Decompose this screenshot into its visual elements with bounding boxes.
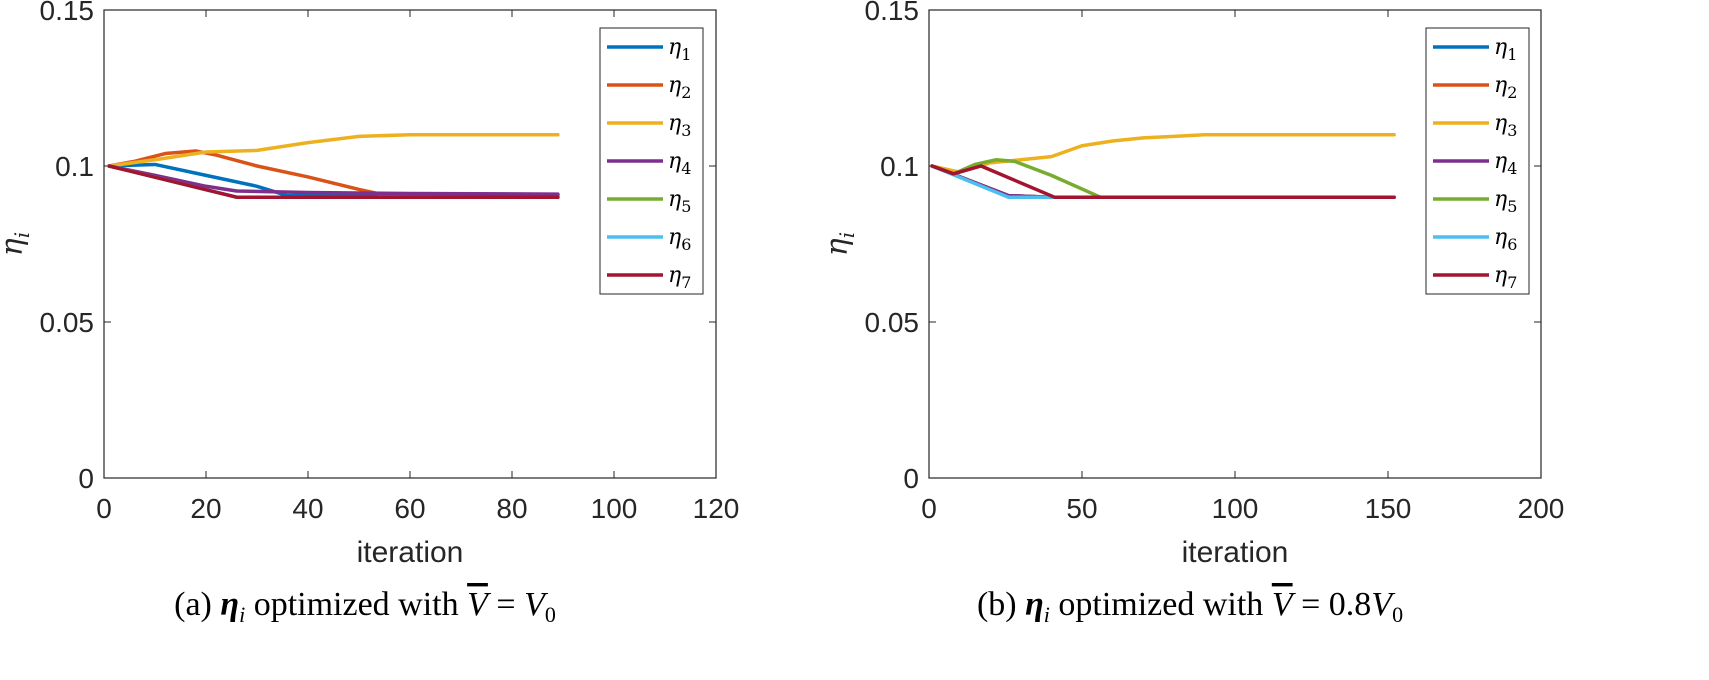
legend-item-η3: η3 (607, 111, 691, 140)
y-tick-label: 0 (78, 463, 94, 494)
x-tick-label: 40 (292, 493, 323, 524)
legend-label: η2 (668, 73, 691, 102)
legend-label: η2 (1494, 73, 1517, 102)
panel-b: 0 50 100 150 200 0 0.05 0.1 0.15 η1 η2 η3 η4 η5 η6 η7 it… (820, 0, 1564, 627)
legend-label: η1 (668, 35, 691, 64)
x-tick-label: 50 (1066, 493, 1097, 524)
x-axis-label: iteration (1182, 536, 1289, 569)
x-tick-label: 20 (190, 493, 221, 524)
caption: (b) ηi optimized with V = 0.8V0 (977, 586, 1403, 627)
legend-label: η3 (668, 111, 691, 140)
series-line-η7 (107, 164, 560, 199)
legend-label: η7 (1494, 263, 1517, 292)
x-tick-label: 120 (693, 493, 740, 524)
x-axis-label: iteration (357, 536, 464, 569)
legend-item-η6: η6 (1433, 225, 1517, 254)
series-line-η3 (107, 133, 560, 168)
legend-item-η2: η2 (1433, 73, 1517, 102)
legend-item-η7: η7 (1433, 263, 1517, 292)
series-line-η4 (107, 164, 560, 196)
x-tick-label: 0 (921, 493, 937, 524)
legend-label: η4 (1494, 149, 1517, 178)
x-tick-label: 100 (591, 493, 638, 524)
legend-item-η5: η5 (607, 187, 691, 216)
y-tick-label: 0.05 (865, 307, 920, 338)
legend-label: η6 (668, 225, 691, 254)
y-tick-label: 0.15 (40, 0, 95, 26)
legend-item-η3: η3 (1433, 111, 1517, 140)
legend: η1 η2 η3 η4 η5 η6 η7 (1425, 27, 1530, 295)
x-tick-label: 100 (1212, 493, 1259, 524)
legend-item-η4: η4 (1433, 149, 1517, 178)
legend-label: η4 (668, 149, 691, 178)
x-tick-label: 80 (496, 493, 527, 524)
x-tick-label: 200 (1518, 493, 1565, 524)
y-tick-label: 0 (903, 463, 919, 494)
legend-label: η6 (1494, 225, 1517, 254)
legend-item-η5: η5 (1433, 187, 1517, 216)
legend-item-η1: η1 (1433, 35, 1517, 64)
legend-item-η2: η2 (607, 73, 691, 102)
panel-a: 0 20 40 60 80 100 12000.050.10.15η1η2η3η4η5η6η… (0, 0, 739, 627)
y-tick-label: 0.15 (865, 0, 920, 26)
y-tick-label: 0.1 (880, 151, 919, 182)
legend: η1 η2 η3 η4 η5 η6 η7 (599, 27, 704, 295)
legend-label: η1 (1494, 35, 1517, 64)
y-axis-label: ηi (0, 232, 34, 256)
legend-label: η5 (668, 187, 691, 216)
series-line-η7 (930, 164, 1396, 199)
x-tick-label: 60 (394, 493, 425, 524)
legend-label: η7 (668, 263, 691, 292)
x-tick-label: 0 (96, 493, 112, 524)
y-axis-label: ηi (820, 232, 859, 256)
caption: (a) ηi optimized with V = V0 (174, 586, 556, 627)
y-tick-label: 0.05 (40, 307, 95, 338)
legend-label: η3 (1494, 111, 1517, 140)
legend-item-η7: η7 (607, 263, 691, 292)
series-line-η3 (930, 133, 1396, 174)
legend-label: η5 (1494, 187, 1517, 216)
y-tick-label: 0.1 (55, 151, 94, 182)
legend-item-η4: η4 (607, 149, 691, 178)
legend-item-η1: η1 (607, 35, 691, 64)
x-tick-label: 150 (1365, 493, 1412, 524)
legend-item-η6: η6 (607, 225, 691, 254)
